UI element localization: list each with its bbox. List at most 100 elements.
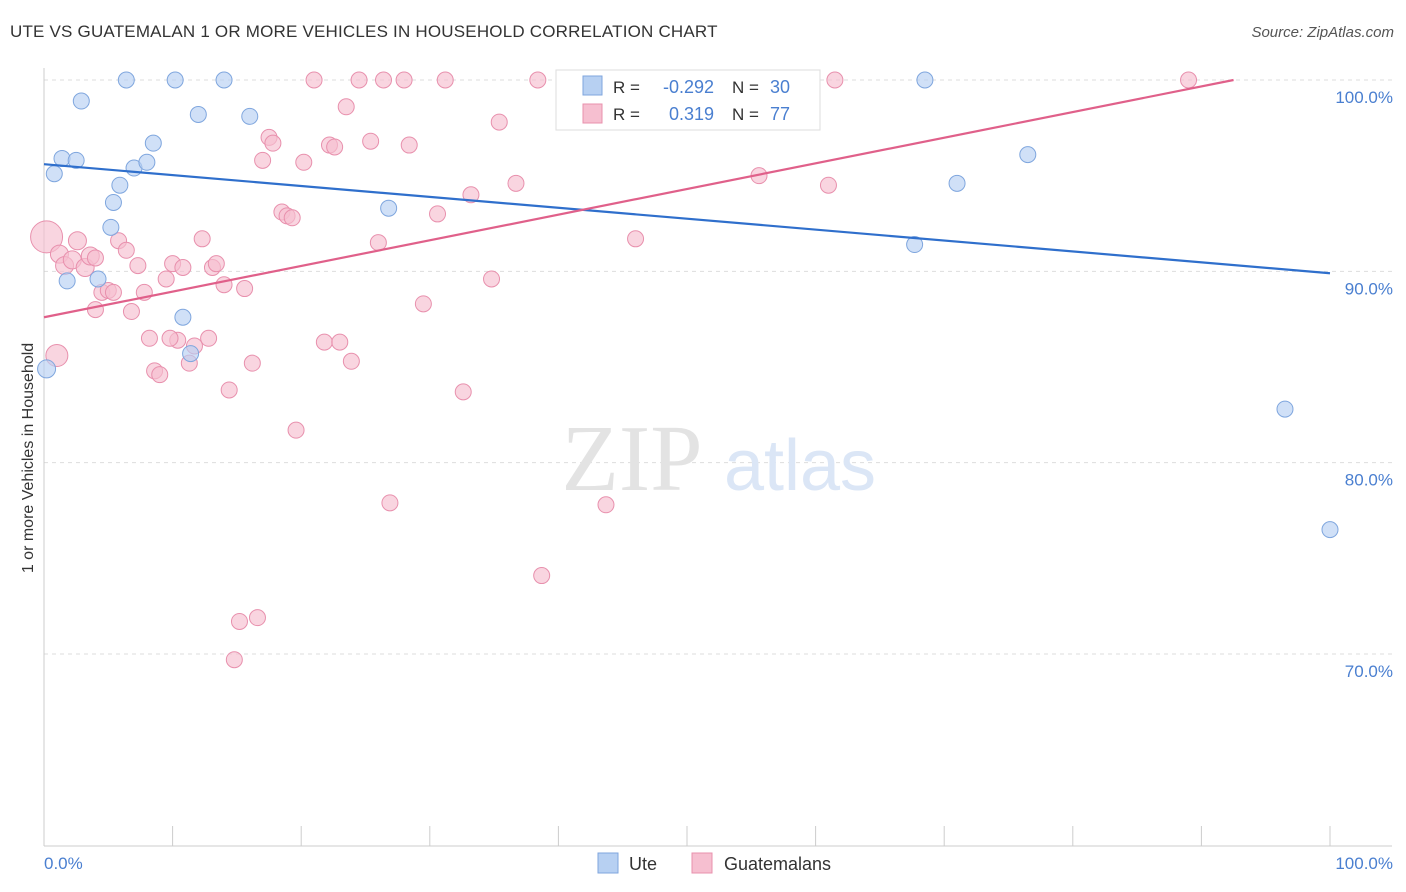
guatemalans-point-19	[151, 366, 169, 384]
guatemalans-point-53	[362, 132, 380, 150]
guatemalans-point-8	[86, 301, 104, 319]
guatemalans-point-14	[122, 303, 140, 321]
guatemalans-point-35	[243, 354, 261, 372]
y-tick-label-0: 100.0%	[1335, 88, 1393, 107]
bottom-legend-label-ute: Ute	[629, 854, 657, 874]
guatemalans-point-15	[129, 257, 147, 275]
legend-n-value-guatemalans: 77	[770, 104, 790, 124]
guatemalans-point-60	[429, 205, 447, 223]
guatemalans-point-57	[395, 71, 413, 89]
guatemalans-point-65	[490, 113, 508, 131]
trend-lines	[43, 78, 1331, 319]
guatemalans-point-17	[140, 329, 158, 347]
ute-point-17	[189, 105, 207, 123]
guatemalans-point-23	[174, 259, 192, 277]
guatemalans-point-58	[400, 136, 418, 154]
guatemalans-point-45	[305, 71, 323, 89]
guatemalans-point-70	[627, 230, 645, 248]
legend-r-label-guatemalans: R =	[613, 105, 640, 124]
ute-trend-line	[43, 163, 1331, 275]
guatemalans-point-32	[225, 651, 243, 669]
guatemalans-point-55	[375, 71, 393, 89]
legend-n-value-ute: 30	[770, 77, 790, 97]
series-legend: Ute Guatemalans	[597, 852, 831, 874]
ute-point-3	[58, 272, 76, 290]
guatemalans-point-73	[819, 176, 837, 194]
guatemalans-point-43	[287, 421, 305, 439]
guatemalans-point-56	[381, 494, 399, 512]
guatemalans-point-36	[248, 609, 266, 627]
guatemalans-point-61	[436, 71, 454, 89]
legend-n-label-ute: N =	[732, 78, 759, 97]
guatemalans-point-52	[350, 71, 368, 89]
ute-point-30	[1321, 521, 1339, 539]
ute-point-14	[166, 71, 184, 89]
ute-point-4	[67, 151, 85, 169]
guatemalans-point-29	[207, 255, 225, 273]
guatemalans-point-72	[826, 71, 844, 89]
guatemalans-point-26	[193, 230, 211, 248]
legend-r-value-ute: -0.292	[663, 77, 714, 97]
bottom-legend-label-guatemalans: Guatemalans	[724, 854, 831, 874]
ute-point-2	[53, 149, 71, 167]
y-tick-label-1: 90.0%	[1345, 279, 1393, 298]
chart-title: UTE VS GUATEMALAN 1 OR MORE VEHICLES IN …	[10, 22, 718, 41]
x-ticks	[43, 826, 1331, 846]
watermark-atlas: atlas	[724, 426, 876, 506]
guatemalans-point-51	[342, 352, 360, 370]
ute-point-8	[104, 193, 122, 211]
y-axis-title: 1 or more Vehicles in Household	[20, 343, 37, 573]
guatemalans-point-20	[157, 270, 175, 288]
bottom-legend-swatch-ute	[597, 852, 619, 874]
ute-point-25	[916, 71, 934, 89]
ute-point-5	[72, 92, 90, 110]
ute-point-7	[102, 218, 120, 236]
ute-point-6	[89, 270, 107, 288]
guatemalans-trend-line	[43, 78, 1234, 319]
guatemalans-point-68	[533, 567, 551, 585]
ute-point-9	[111, 176, 129, 194]
guatemalans-point-49	[331, 333, 349, 351]
guatemalans-point-5	[67, 231, 87, 251]
ute-point-27	[948, 174, 966, 192]
source-label: Source: ZipAtlas.com	[1251, 24, 1394, 41]
ute-point-0	[37, 359, 57, 379]
guatemalans-point-0	[30, 220, 64, 254]
guatemalans-point-54	[369, 234, 387, 252]
guatemalans-point-42	[283, 209, 301, 227]
ute-point-12	[138, 153, 156, 171]
guatemalans-point-69	[597, 496, 615, 514]
y-tick-label-2: 80.0%	[1345, 471, 1393, 490]
guatemalans-point-39	[264, 134, 282, 152]
legend-n-label-guatemalans: N =	[732, 105, 759, 124]
guatemalans-point-50	[337, 98, 355, 116]
guatemalans-point-64	[483, 270, 501, 288]
ute-point-10	[117, 71, 135, 89]
ute-point-19	[241, 107, 259, 125]
guatemalans-point-46	[315, 333, 333, 351]
bottom-legend-swatch-guatemalans	[691, 852, 713, 874]
axes	[43, 68, 1392, 847]
guatemalans-point-31	[220, 381, 238, 399]
ute-point-18	[215, 71, 233, 89]
guatemalans-point-74	[1180, 71, 1198, 89]
guatemalans-point-67	[529, 71, 547, 89]
guatemalans-point-76	[86, 249, 104, 267]
guatemalans-point-48	[326, 138, 344, 156]
guatemalans-point-59	[414, 295, 432, 313]
ute-point-15	[174, 308, 192, 326]
guatemalans-point-63	[462, 186, 480, 204]
y-tick-labels: 100.0% 90.0% 80.0% 70.0%	[1335, 88, 1393, 681]
x-tick-label-right: 100.0%	[1335, 854, 1393, 873]
legend-swatch-guatemalans	[582, 103, 603, 124]
ute-point-1	[45, 165, 63, 183]
guatemalans-point-11	[104, 283, 122, 301]
correlation-legend: R = -0.292 N = 30 R = 0.319 N = 77	[555, 69, 821, 131]
guatemalans-point-75	[161, 329, 179, 347]
guatemalans-point-37	[254, 151, 272, 169]
ute-point-20	[380, 199, 398, 217]
guatemalans-point-13	[117, 241, 135, 259]
ute-point-29	[1276, 400, 1294, 418]
ute-points	[37, 71, 1339, 539]
